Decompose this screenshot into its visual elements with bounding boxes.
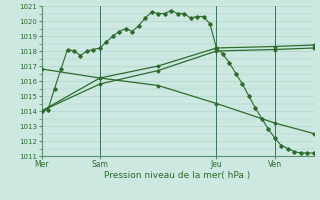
- X-axis label: Pression niveau de la mer( hPa ): Pression niveau de la mer( hPa ): [104, 171, 251, 180]
